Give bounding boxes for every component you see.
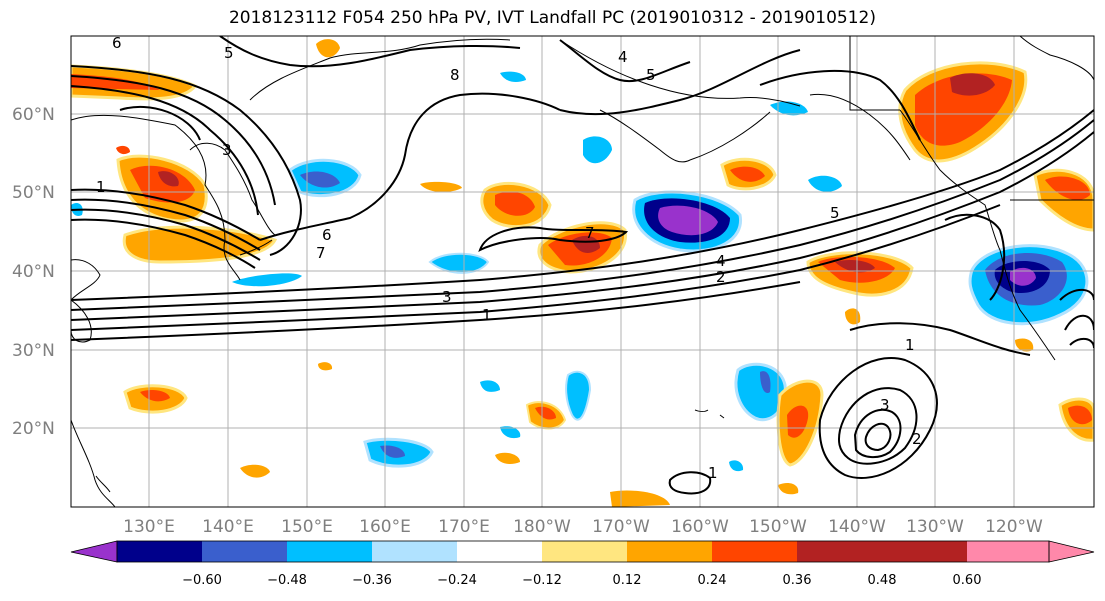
lon-label: 140°W: [828, 517, 886, 537]
lon-label: 140°E: [202, 517, 254, 537]
contour-label: 5: [224, 44, 234, 62]
colorbar-tick-label: 0.24: [698, 573, 727, 588]
colorbar-tick-label: 0.60: [953, 573, 982, 588]
lon-label: 170°E: [438, 517, 490, 537]
colorbar-bin: [117, 541, 202, 562]
contour-label: 7: [316, 244, 326, 262]
colorbar-tick-label: 0.48: [868, 573, 897, 588]
map-frame: [70, 35, 1095, 508]
contour-label: 6: [112, 34, 122, 52]
lon-label: 150°W: [749, 517, 807, 537]
colorbar-tick-label: −0.36: [352, 573, 392, 588]
colorbar-bin: [457, 541, 542, 562]
colorbar-bin: [627, 541, 712, 562]
longitude-labels: 130°E 140°E 150°E 160°E 170°E 180°W 170°…: [123, 517, 1043, 537]
map-title: 2018123112 F054 250 hPa PV, IVT Landfall…: [228, 8, 876, 28]
colorbar-tick-label: −0.24: [437, 573, 477, 588]
contour-label: 4: [618, 48, 628, 66]
contour-label: 6: [322, 226, 332, 244]
colorbar-high-extend: [1048, 540, 1095, 563]
lon-label: 150°E: [281, 517, 333, 537]
lon-label: 160°W: [671, 517, 729, 537]
colorbar-bin: [542, 541, 627, 562]
contour-label: 5: [830, 204, 840, 222]
colorbar-bin: [967, 541, 1049, 562]
lon-label: 130°E: [123, 517, 175, 537]
contour-label: 7: [585, 224, 595, 242]
colorbar-bin: [712, 541, 797, 562]
contour-label: 1: [708, 464, 718, 482]
contour-label: 3: [880, 396, 890, 414]
contour-label: 5: [646, 66, 656, 84]
colorbar-bin: [202, 541, 287, 562]
colorbar-low-extend: [70, 540, 118, 563]
contour-labels: 6 5 4 5 8 3 1 6 7 7 5 4 2 3 1 1 3 2 1: [96, 34, 922, 482]
pv-shading: [71, 39, 1094, 507]
contour-label: 1: [482, 306, 492, 324]
colorbar-bin: [372, 541, 457, 562]
contour-label: 3: [442, 288, 452, 306]
colorbar-bin: [797, 541, 882, 562]
colorbar-tick-label: −0.60: [182, 573, 222, 588]
colorbar-bin: [287, 541, 372, 562]
contour-label: 3: [222, 141, 232, 159]
lon-label: 120°W: [985, 517, 1043, 537]
colorbar-tick-label: 0.12: [613, 573, 642, 588]
colorbar-frame: [116, 540, 1050, 563]
colorbar-tick-label: −0.12: [522, 573, 562, 588]
pv-contours: [71, 36, 1094, 495]
latitude-labels: 60°N 50°N 40°N 30°N 20°N: [12, 105, 55, 439]
contour-label: 8: [450, 66, 460, 84]
lat-label: 20°N: [12, 419, 55, 439]
lon-label: 170°W: [592, 517, 650, 537]
contour-label: 2: [912, 430, 922, 448]
lon-label: 180°W: [513, 517, 571, 537]
lat-label: 40°N: [12, 262, 55, 282]
gridlines: [71, 36, 1094, 507]
contour-label: 4: [716, 252, 726, 270]
colorbar-tick-label: 0.36: [783, 573, 812, 588]
colorbar-bin: [882, 541, 967, 562]
lat-label: 60°N: [12, 105, 55, 125]
colorbar-ticks: −0.60 −0.48 −0.36 −0.24 −0.12 0.12 0.24 …: [182, 573, 981, 588]
contour-label: 1: [96, 178, 106, 196]
lat-label: 30°N: [12, 341, 55, 361]
colorbar: −0.60 −0.48 −0.36 −0.24 −0.12 0.12 0.24 …: [70, 540, 1095, 588]
contour-label: 1: [905, 336, 915, 354]
lon-label: 160°E: [359, 517, 411, 537]
colorbar-tick-label: −0.48: [267, 573, 307, 588]
lat-label: 50°N: [12, 183, 55, 203]
lon-label: 130°W: [906, 517, 964, 537]
contour-label: 2: [716, 268, 726, 286]
